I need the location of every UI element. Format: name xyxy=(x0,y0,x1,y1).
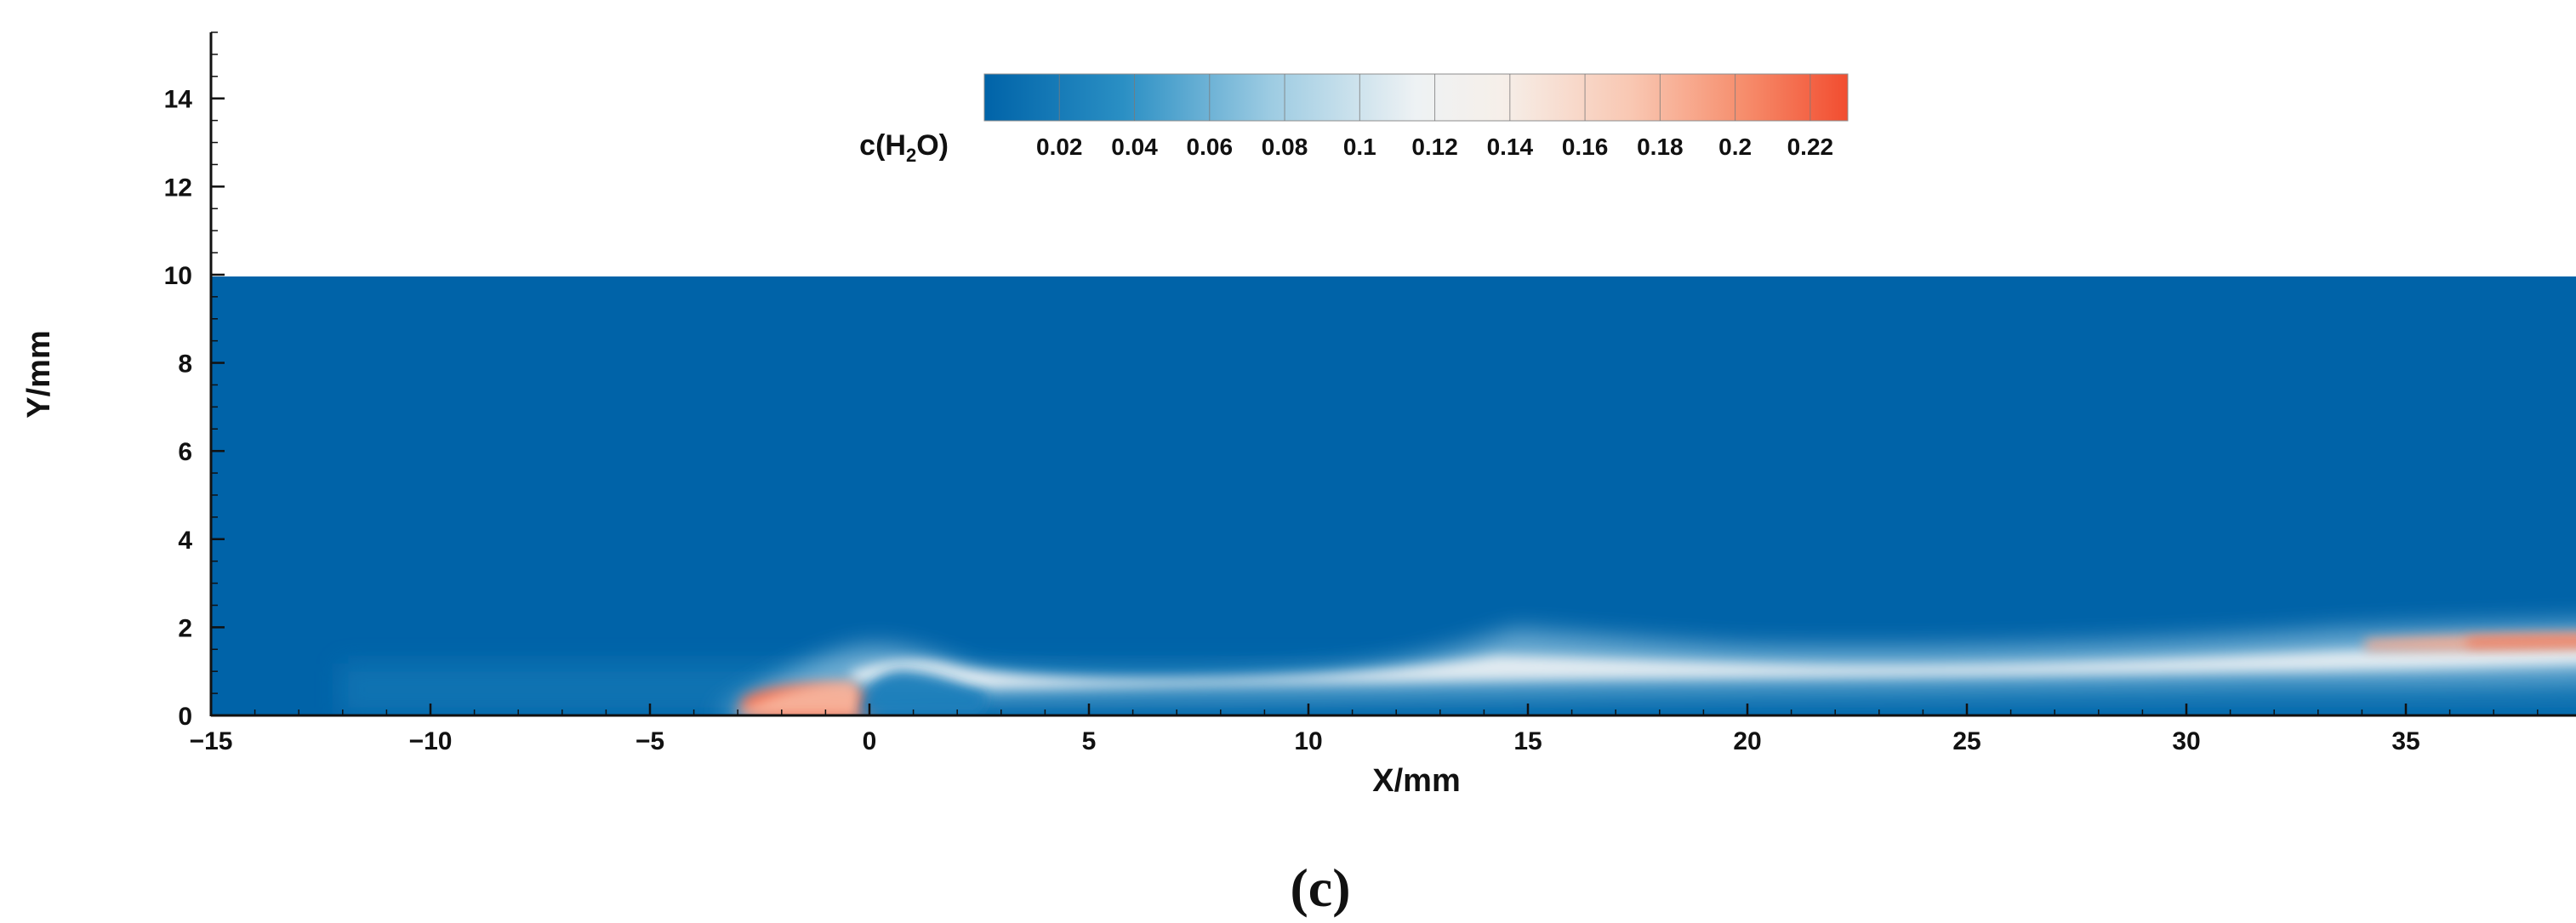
colorbar-gradient xyxy=(984,74,1848,121)
y-tick-label: 14 xyxy=(164,86,193,114)
colorbar-tick-label: 0.18 xyxy=(1637,134,1684,160)
y-ticks: 0 2 4 6 8 10 12 14 xyxy=(164,31,225,731)
colorbar-tick-label: 0.22 xyxy=(1787,134,1834,160)
x-tick-label: 10 xyxy=(1294,727,1322,755)
colorbar-tick-label: 0.12 xyxy=(1411,134,1458,160)
colorbar-tick-label: 0.16 xyxy=(1562,134,1609,160)
x-tick-label: 0 xyxy=(863,727,877,755)
colorbar-dividers xyxy=(1058,74,1811,121)
injector-plume xyxy=(732,681,860,715)
downstream-hot-core xyxy=(2467,636,2576,647)
y-tick-label: 6 xyxy=(178,438,192,466)
panel-label: (c) xyxy=(1290,857,1350,918)
x-tick-label: −15 xyxy=(190,727,233,755)
x-tick-label: −5 xyxy=(635,727,664,755)
colorbar-tick-label: 0.06 xyxy=(1187,134,1234,160)
y-axis-title: Y/mm xyxy=(21,330,57,418)
x-tick-label: −10 xyxy=(409,727,453,755)
x-tick-label: 20 xyxy=(1733,727,1761,755)
x-tick-label: 5 xyxy=(1082,727,1097,755)
y-tick-label: 10 xyxy=(164,262,192,290)
colorbar-tick-label: 0.2 xyxy=(1718,134,1752,160)
y-tick-label: 8 xyxy=(178,350,192,379)
y-tick-label: 12 xyxy=(164,174,192,202)
x-tick-label: 25 xyxy=(1952,727,1980,755)
x-tick-label: 15 xyxy=(1513,727,1542,755)
x-ticks: −15−10−50510152025303540 xyxy=(190,704,2539,755)
colorbar: 0.02 0.04 0.06 0.08 0.1 0.12 0.14 0.16 0.18 0.2 0.… xyxy=(859,73,1849,166)
y-tick-label: 0 xyxy=(178,703,192,731)
colorbar-title-subscript: 2 xyxy=(906,145,916,166)
x-tick-label: 30 xyxy=(2172,727,2200,755)
colorbar-tick-label: 0.14 xyxy=(1487,134,1534,160)
colorbar-tick-label: 0.02 xyxy=(1036,134,1083,160)
y-tick-label: 4 xyxy=(178,527,192,555)
colorbar-frame xyxy=(983,73,1849,122)
colorbar-tick-label: 0.04 xyxy=(1111,134,1158,160)
y-tick-label: 2 xyxy=(178,614,192,642)
colorbar-tick-label: 0.1 xyxy=(1343,134,1376,160)
contour-field xyxy=(211,276,2576,715)
colorbar-tick-label: 0.08 xyxy=(1262,134,1308,160)
x-tick-label: 35 xyxy=(2391,727,2419,755)
jet-core xyxy=(859,670,987,715)
colorbar-title-prefix: c(H xyxy=(859,129,906,162)
colorbar-title: c(H2O) xyxy=(859,129,949,166)
colorbar-title-suffix: O) xyxy=(916,129,949,162)
colorbar-tick-labels: 0.02 0.04 0.06 0.08 0.1 0.12 0.14 0.16 0.18 0.2 0.… xyxy=(1036,134,1833,160)
shear-layer-core xyxy=(851,644,2576,689)
x-axis-title: X/mm xyxy=(1372,763,1460,799)
